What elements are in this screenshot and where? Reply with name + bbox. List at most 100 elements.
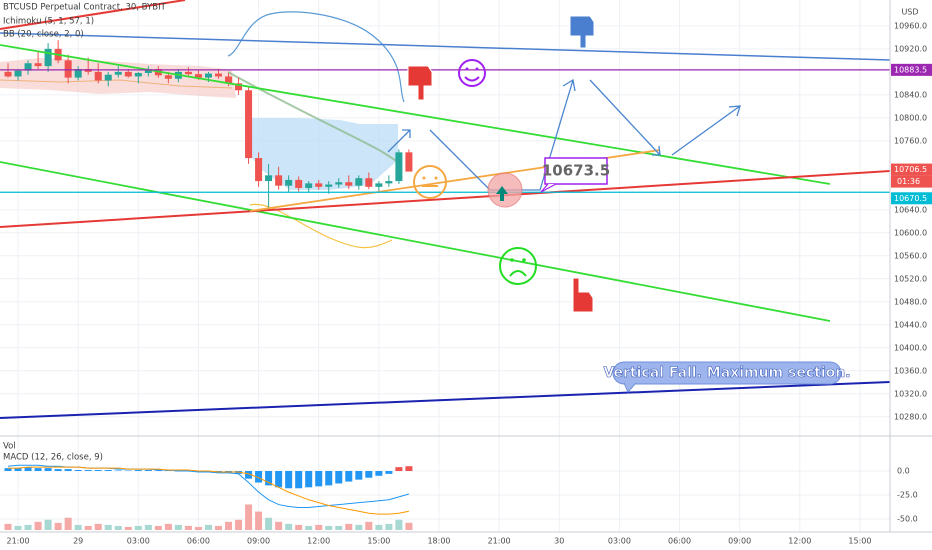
macd-histogram-bar (285, 471, 293, 489)
trend-line-green-upper (0, 44, 831, 185)
macd-histogram-bar (345, 471, 353, 482)
bb-lower (249, 203, 393, 249)
volume-bar (285, 523, 293, 530)
candle-body (164, 75, 172, 79)
macd-histogram-bar (14, 468, 22, 472)
x-tick-label: 15:00 (367, 537, 390, 546)
signal-line (8, 466, 410, 515)
candle-body (214, 73, 222, 77)
trend-line-red-top (0, 0, 186, 30)
x-tick-label: 30 (554, 537, 564, 546)
candle-body (315, 183, 323, 187)
macd-histogram-bar (395, 467, 403, 472)
candle-body (44, 48, 52, 67)
candle-body (405, 152, 413, 172)
macd-histogram-bar (84, 470, 92, 472)
horizontal-lines (0, 69, 890, 193)
volume-bar (194, 526, 202, 530)
x-tick-label: 06:00 (187, 537, 210, 546)
volume-bar (4, 523, 12, 530)
trend-line-green-lower (0, 161, 831, 322)
y-tick-label: 10840.0 (894, 90, 927, 99)
macd-histogram-bar (44, 468, 52, 472)
volume-bar (295, 524, 303, 530)
macd-histogram-bar (154, 470, 162, 472)
volume-bar (204, 524, 212, 530)
candle-body (305, 183, 313, 188)
volume-bar (84, 525, 92, 530)
volume-bar (315, 524, 323, 530)
volume-bar (225, 521, 233, 530)
volume-bar (94, 523, 102, 530)
volume-bar (325, 525, 333, 530)
candle-body (104, 74, 112, 81)
price-label-box (891, 63, 932, 76)
callout-text: 10673.5 (542, 162, 610, 180)
y-tick-label: -50.0 (897, 514, 918, 523)
price-label: 10670.5 (894, 194, 927, 203)
candle-body (14, 70, 22, 77)
axes: 21:00 29 03:00 06:00 09:00 12:00 15:00 18:00 21:… (7, 21, 932, 546)
volume-bar (255, 511, 263, 530)
candle-body (74, 68, 82, 78)
y-tick-label: 10480.0 (894, 297, 927, 306)
macd-histogram-bar (385, 471, 393, 474)
macd-histogram-bar (124, 470, 132, 472)
macd-histogram-bar (275, 471, 283, 488)
volume-bar (375, 524, 383, 530)
hand-icons (407, 15, 595, 313)
countdown-box (891, 175, 932, 188)
macd-histogram-bar (315, 471, 323, 487)
volume-bar (174, 524, 182, 530)
macd-histogram-bar (365, 471, 373, 478)
trend-line-red (0, 170, 891, 228)
macd-histogram-bar (405, 466, 413, 472)
candle-body (335, 182, 343, 185)
ichimoku-line (0, 79, 233, 89)
y-tick-label: 10920.0 (894, 44, 927, 53)
callout-box (544, 157, 608, 185)
macd-histogram-bar (144, 470, 152, 472)
volume-bar (305, 525, 313, 530)
callout-pointer (540, 183, 557, 193)
y-tick-label: 10520.0 (894, 274, 927, 283)
y-tick-label: 10360.0 (894, 366, 927, 375)
candle-body (255, 158, 263, 182)
volume-bar (34, 521, 42, 530)
volume-bar (114, 525, 122, 530)
candle-body (375, 183, 383, 187)
volume-bar (405, 522, 413, 530)
note-text: Vertical Fall. Maximum section. (603, 365, 850, 381)
volume-bar (265, 517, 273, 530)
y-tick-label: 10640.0 (894, 205, 927, 214)
macd-histogram-bar (54, 469, 62, 472)
bb-upper (227, 11, 405, 103)
candle-body (134, 73, 142, 77)
y-tick-label: 10440.0 (894, 320, 927, 329)
x-tick-label: 29 (73, 537, 83, 546)
candle-body (194, 74, 202, 78)
volume-bar (355, 524, 363, 530)
volume-label: Vol (3, 442, 16, 452)
x-tick-label: 09:00 (728, 537, 751, 546)
volume-bar (144, 524, 152, 530)
y-tick-label: 10320.0 (894, 389, 927, 398)
candle-body (235, 83, 243, 91)
volume-bar (385, 523, 393, 530)
volume-bar (24, 524, 32, 530)
x-tick-label: 06:00 (668, 537, 691, 546)
x-tick-label: 15:00 (848, 537, 871, 546)
x-tick-label: 12:00 (307, 537, 330, 546)
volume-bar (245, 504, 253, 530)
volume-bar (104, 524, 112, 530)
candle-body (365, 178, 373, 187)
candle-body (265, 175, 273, 182)
macd-histogram-bar (335, 471, 343, 484)
candle-body (124, 71, 132, 77)
macd-histogram-bar (305, 471, 313, 488)
y-tick-label: 10560.0 (894, 251, 927, 260)
macd-histogram-bar (265, 471, 273, 486)
volume-bar (214, 525, 222, 530)
macd-histogram-bar (94, 470, 102, 472)
